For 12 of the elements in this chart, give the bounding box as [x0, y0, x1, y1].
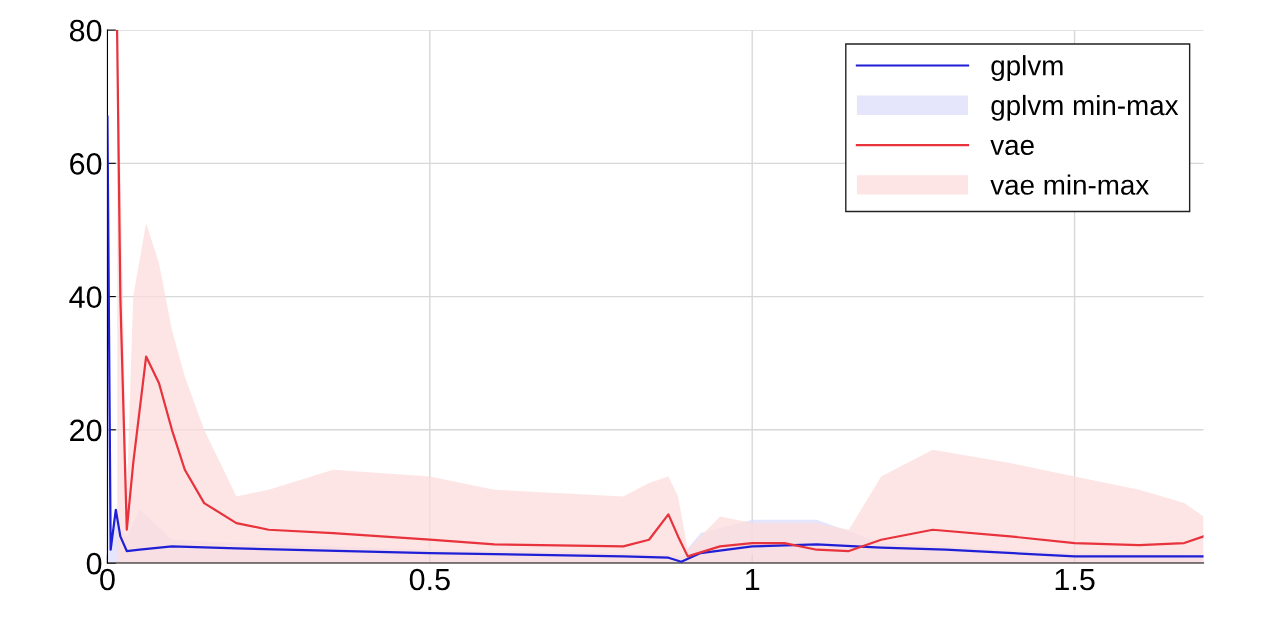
y-tick-label: 80: [69, 19, 102, 42]
x-tick-label: 1.5: [1055, 569, 1095, 591]
y-tick-label: 60: [70, 153, 102, 175]
x-tick-label: 1: [746, 569, 760, 591]
legend-label: gplvm min-max: [991, 94, 1179, 121]
legend-label: vae: [990, 139, 1034, 156]
legend-label: gplvm: [991, 55, 1063, 81]
y-tick-label: 20: [70, 419, 102, 442]
y-tick-label: 0: [86, 552, 102, 575]
legend-label: vae min-max: [990, 174, 1149, 195]
y-tick-label: 40: [69, 286, 102, 308]
x-tick-label: 0.5: [409, 568, 450, 591]
